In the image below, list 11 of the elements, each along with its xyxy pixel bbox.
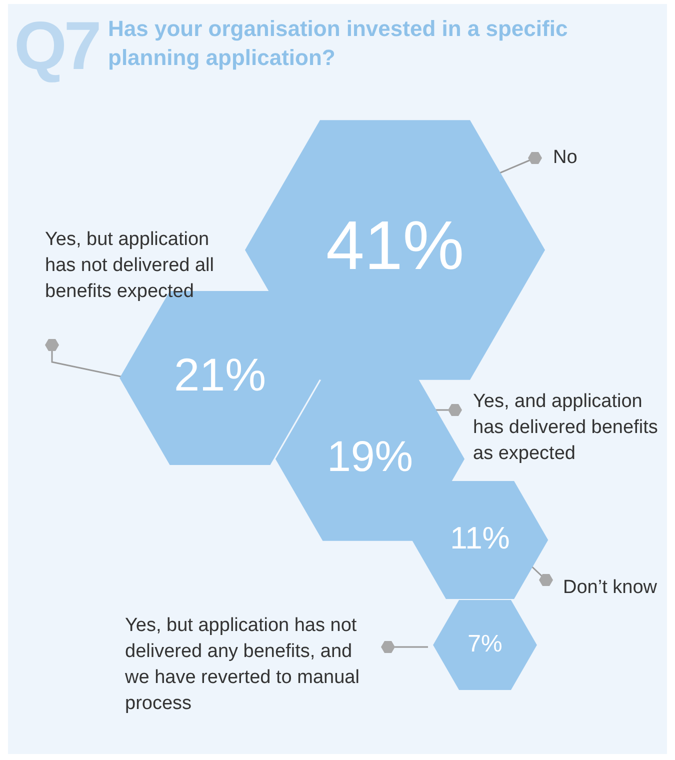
data-label: 19% (326, 432, 414, 481)
category-label: Yes, but application has not delivered any benefits, and we have reverted to manual process (124, 615, 360, 714)
data-label: 21% (174, 348, 266, 401)
data-label: 41% (326, 207, 464, 284)
text: Has your organisation invested in a specific planning application? (108, 15, 569, 72)
data-label: 11% (450, 520, 510, 556)
category-label: Don’t know (563, 577, 658, 598)
data-label: 7% (468, 630, 502, 658)
category-label: No (553, 147, 578, 168)
category-label: Yes, but application has not delivered all benefits expected (45, 229, 214, 302)
category-label: Yes, and application has delivered benefits as expected (473, 391, 658, 464)
